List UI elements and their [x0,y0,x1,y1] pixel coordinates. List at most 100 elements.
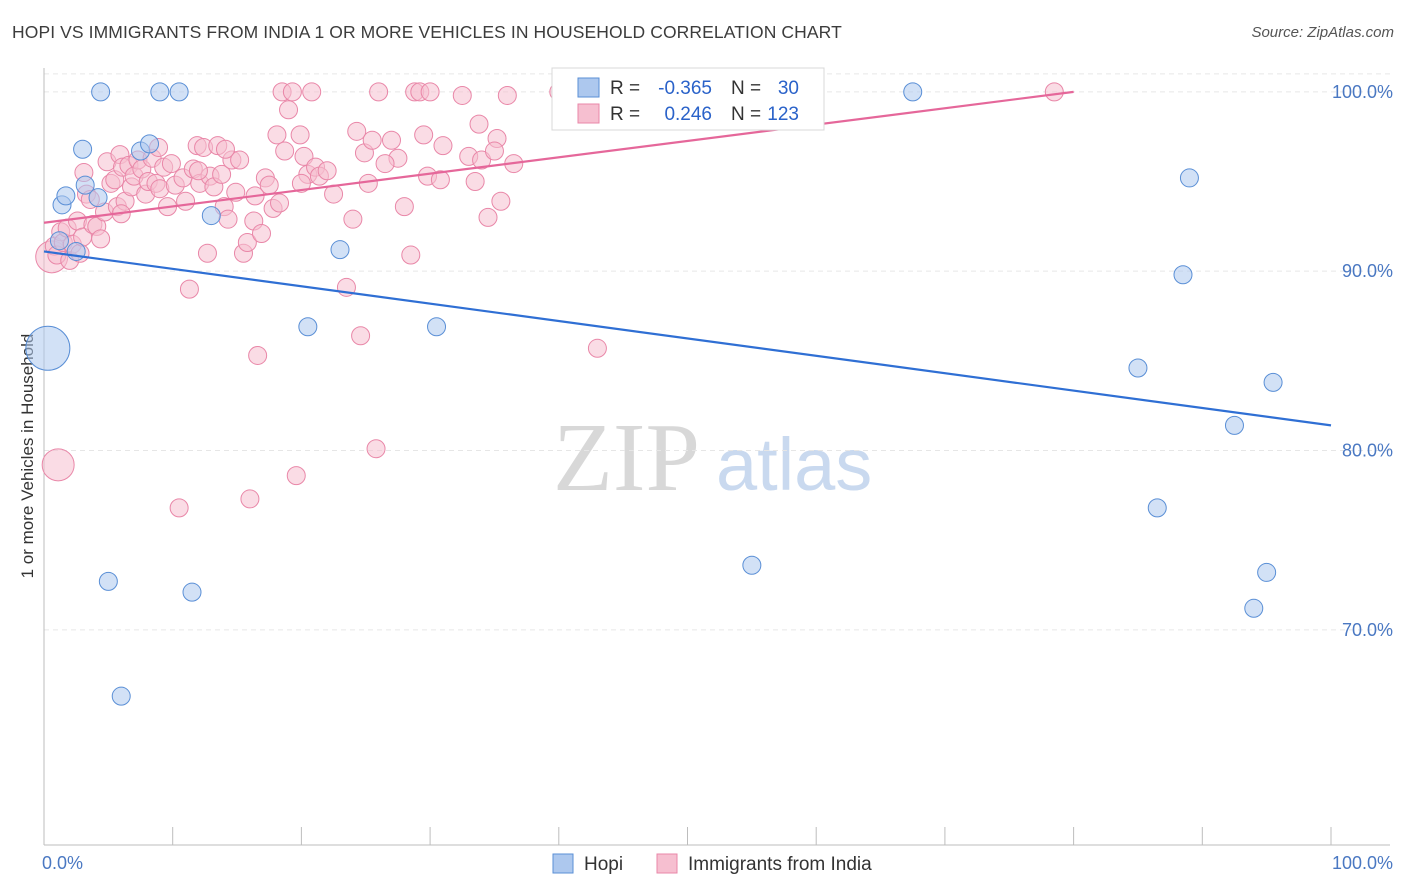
hopi-point [201,206,221,226]
hopi-point [903,82,923,102]
india-point [267,125,287,145]
india-point [176,191,196,211]
india-point [362,130,382,150]
india-point [169,498,189,518]
legend-n-label-india: N = [731,104,761,125]
india-point [150,179,170,199]
hopi-point [182,582,202,602]
legend-n-value-hopi: 30 [778,78,799,99]
hopi-point [91,82,111,102]
india-point [343,209,363,229]
legend-r-label-india: R = [610,104,640,125]
india-point [381,130,401,150]
hopi-point [73,139,93,159]
x-tick-label-max: 100.0% [1332,853,1393,873]
series-legend-swatch-hopi [552,853,574,874]
hopi-points [25,82,1283,706]
india-point [375,154,395,174]
chart-title: HOPI VS IMMIGRANTS FROM INDIA 1 OR MORE … [12,22,842,42]
hopi-trend-line [43,250,1332,427]
hopi-point [1128,358,1148,378]
india-point [179,279,199,299]
india-point [279,100,299,120]
india-point [188,161,208,181]
series-legend-swatch-india [656,853,678,874]
legend-r-value-india: 0.246 [664,104,712,125]
series-legend-label-hopi: Hopi [584,854,623,875]
hopi-point [1224,415,1244,435]
hopi-point [150,82,170,102]
india-point [491,191,511,211]
y-tick-label: 90.0% [1342,261,1393,281]
india-point [430,170,450,190]
legend-swatch-hopi [577,77,600,98]
india-point [347,121,367,141]
hopi-point [1263,372,1283,392]
india-point [1044,82,1064,102]
india-point [252,224,272,244]
india-point [41,448,75,482]
india-point [317,161,337,181]
india-point [414,125,434,145]
india-point [291,173,311,193]
hopi-point [98,571,118,591]
correlation-legend: R = -0.365 N = 30 R = 0.246 N = 123 [551,67,825,131]
legend-n-label-hopi: N = [731,78,761,99]
trend-lines [43,90,1332,427]
india-point [452,85,472,105]
india-point [497,85,517,105]
watermark-zip: ZIP [553,404,700,512]
india-trend-line [43,90,1074,224]
india-point [433,136,453,156]
india-point [230,150,250,170]
hopi-point [25,325,71,371]
india-point [420,82,440,102]
legend-n-value-india: 123 [767,104,799,125]
india-point [270,193,290,213]
hopi-point [1257,562,1277,582]
watermark-atlas: atlas [716,423,872,506]
india-point [302,82,322,102]
hopi-point [298,317,318,337]
india-point [161,154,181,174]
india-point [484,141,504,161]
series-legend-label-india: Immigrants from India [688,854,872,875]
india-point [197,243,217,263]
y-tick-label: 80.0% [1342,441,1393,461]
india-point [237,232,257,252]
y-axis-title: 1 or more Vehicles in Household [18,334,37,579]
hopi-point [1244,598,1264,618]
hopi-point [88,188,108,208]
india-point [465,172,485,192]
india-point [212,164,232,184]
x-ticks [43,827,1332,845]
hopi-point [111,686,131,706]
source-credit: Source: ZipAtlas.com [1251,24,1394,41]
india-point [282,82,302,102]
india-point [240,489,260,509]
hopi-point [742,555,762,575]
india-point [218,209,238,229]
india-point [394,197,414,217]
hopi-point [1147,498,1167,518]
india-point [366,439,386,459]
india-point [290,125,310,145]
hopi-point [1179,168,1199,188]
hopi-point [49,231,69,251]
y-tick-label: 100.0% [1332,82,1393,102]
india-point [286,466,306,486]
india-point [369,82,389,102]
x-tick-label-min: 0.0% [42,853,83,873]
y-tick-labels: 70.0% 80.0% 90.0% 100.0% [1332,82,1393,640]
legend-swatch-india [577,103,600,124]
legend-r-value-hopi: -0.365 [658,78,712,99]
hopi-point [427,317,447,337]
hopi-point [1173,265,1193,285]
india-point [67,211,87,231]
india-point [275,141,295,161]
series-legend: Hopi Immigrants from India [552,853,872,875]
legend-r-label-hopi: R = [610,78,640,99]
india-point [478,207,498,227]
india-point [587,338,607,358]
